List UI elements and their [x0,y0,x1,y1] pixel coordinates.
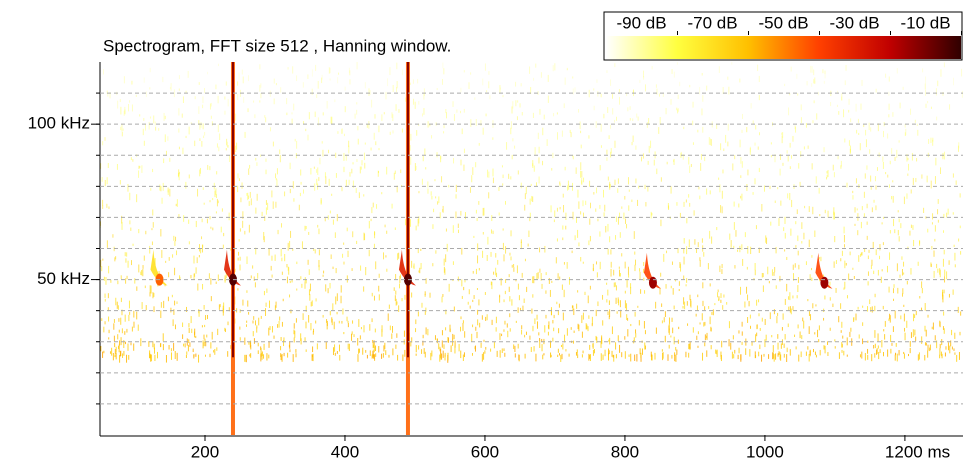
y-tick-label: 100 kHz [28,114,90,133]
chart-title: Spectrogram, FFT size 512 , Hanning wind… [103,36,451,55]
call-sweep [150,249,168,286]
colorbar-tick-label: -50 dB [758,13,808,32]
colorbar-tick-label: -90 dB [616,13,666,32]
call-sweep [223,249,241,286]
colorbar-tick-label: -10 dB [900,13,950,32]
call-sweep [398,249,416,286]
y-tick-label: 50 kHz [37,269,90,288]
broadband-click-core [406,62,409,358]
call-sweep [815,252,833,289]
x-tick-label: 400 [331,442,359,461]
call-peak [403,273,412,286]
x-tick-label: 1000 [746,442,784,461]
colorbar [606,36,961,59]
x-tick-label: 1200 ms [885,442,950,461]
colorbar-tick-label: -70 dB [687,13,737,32]
x-tick-label: 200 [191,442,219,461]
call-peak [648,276,657,289]
x-tick-label: 600 [471,442,499,461]
call-peak [228,273,237,286]
broadband-click-core [231,62,234,358]
x-tick-label: 800 [611,442,639,461]
plot-area [100,62,963,435]
colorbar-tick-label: -30 dB [829,13,879,32]
call-peak [820,276,829,289]
